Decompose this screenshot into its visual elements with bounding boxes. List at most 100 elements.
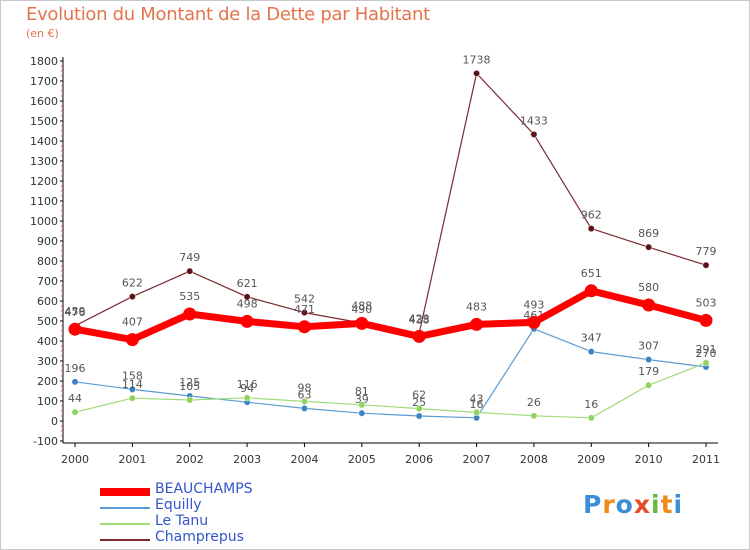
y-minor-tick [61,355,63,357]
y-minor-tick [61,235,63,237]
y-minor-tick [61,125,63,127]
y-tick-label: 1700 [30,75,58,88]
legend-swatch-le-tanu [100,523,150,525]
legend-swatch-champrepus [100,539,150,541]
y-minor-tick [61,315,63,317]
x-tick-label: 2000 [61,453,89,466]
data-point-beauchamps [412,329,426,343]
y-minor-tick [61,365,63,367]
data-label-champrepus: 779 [696,245,717,258]
data-point-beauchamps [699,313,713,327]
x-tick-label: 2007 [463,453,491,466]
y-tick-label: 1500 [30,115,58,128]
data-label-beauchamps: 488 [351,299,372,312]
data-label-champrepus: 476 [65,306,86,319]
y-tick-label: 200 [37,375,58,388]
data-point-beauchamps [642,298,656,312]
y-minor-tick [61,410,63,412]
y-minor-tick [61,250,63,252]
legend-label-equilly: Equilly [155,497,202,513]
y-minor-tick [61,325,63,327]
data-point-le-tanu [702,359,710,367]
data-point-le-tanu [71,408,79,416]
data-label-equilly: 270 [696,347,717,360]
data-point-beauchamps [68,322,82,336]
y-minor-tick [61,115,63,117]
y-minor-tick [61,190,63,192]
data-label-champrepus: 1738 [463,53,491,66]
data-label-beauchamps: 493 [523,298,544,311]
y-minor-tick [61,175,63,177]
y-minor-tick [61,165,63,167]
x-tick-label: 2006 [405,453,433,466]
y-minor-tick [61,395,63,397]
data-label-equilly: 125 [179,376,200,389]
y-minor-tick [61,425,63,427]
data-point-beauchamps [240,314,254,328]
y-minor-tick [61,330,63,332]
data-point-le-tanu [128,394,136,402]
data-point-champrepus [702,261,710,269]
y-minor-tick [61,430,63,432]
y-minor-tick [61,230,63,232]
y-tick-label: 500 [37,315,58,328]
data-point-beauchamps [355,316,369,330]
data-label-champrepus: 1433 [520,114,548,127]
chart-subtitle: (en €) [26,27,59,40]
y-tick-label: -100 [33,435,58,448]
legend-label-beauchamps: BEAUCHAMPS [155,481,253,497]
proxiti-logo: Proxiti [583,490,684,519]
data-point-le-tanu [186,396,194,404]
y-tick-label: 1400 [30,135,58,148]
x-tick-label: 2003 [233,453,261,466]
y-tick-label: 700 [37,275,58,288]
data-label-equilly: 158 [122,369,143,382]
data-point-champrepus [472,69,481,78]
data-label-le-tanu: 62 [412,389,426,402]
data-point-equilly [128,385,136,393]
data-label-le-tanu: 43 [470,392,484,405]
data-label-champrepus: 622 [122,277,143,290]
data-point-beauchamps [125,333,139,347]
data-point-equilly [300,404,309,412]
y-tick-label: 900 [37,235,58,248]
data-label-le-tanu: 44 [68,392,82,405]
data-point-beauchamps [584,284,598,298]
data-label-champrepus: 869 [638,227,659,240]
data-label-le-tanu: 116 [237,378,258,391]
y-minor-tick [61,110,63,112]
data-point-champrepus [186,267,194,275]
y-tick-label: 100 [37,395,58,408]
y-minor-tick [61,95,63,97]
data-label-le-tanu: 114 [122,378,143,391]
data-label-champrepus: 542 [294,293,315,306]
data-point-le-tanu [587,414,595,422]
y-minor-tick [61,335,63,337]
y-tick-label: 1300 [30,155,58,168]
y-minor-tick [61,375,63,377]
data-label-beauchamps: 503 [696,296,717,309]
y-tick-label: 1100 [30,195,58,208]
legend-item-champrepus: Champrepus [100,529,350,547]
y-tick-label: 300 [37,355,58,368]
y-minor-tick [61,205,63,207]
x-tick-label: 2001 [118,453,146,466]
y-minor-tick [61,65,63,67]
data-label-equilly: 63 [297,388,311,401]
data-point-equilly [415,412,423,420]
data-point-beauchamps [470,317,484,331]
y-minor-tick [61,290,63,292]
y-minor-tick [61,350,63,352]
legend-swatch-equilly [100,507,150,509]
data-label-equilly: 16 [470,398,484,411]
y-minor-tick [61,130,63,132]
data-label-le-tanu: 98 [297,381,311,394]
data-label-beauchamps: 407 [122,316,143,329]
y-minor-tick [61,145,63,147]
legend-label-champrepus: Champrepus [155,529,244,545]
y-minor-tick [61,295,63,297]
data-label-le-tanu: 105 [179,380,200,393]
y-tick-label: 1800 [30,55,58,68]
